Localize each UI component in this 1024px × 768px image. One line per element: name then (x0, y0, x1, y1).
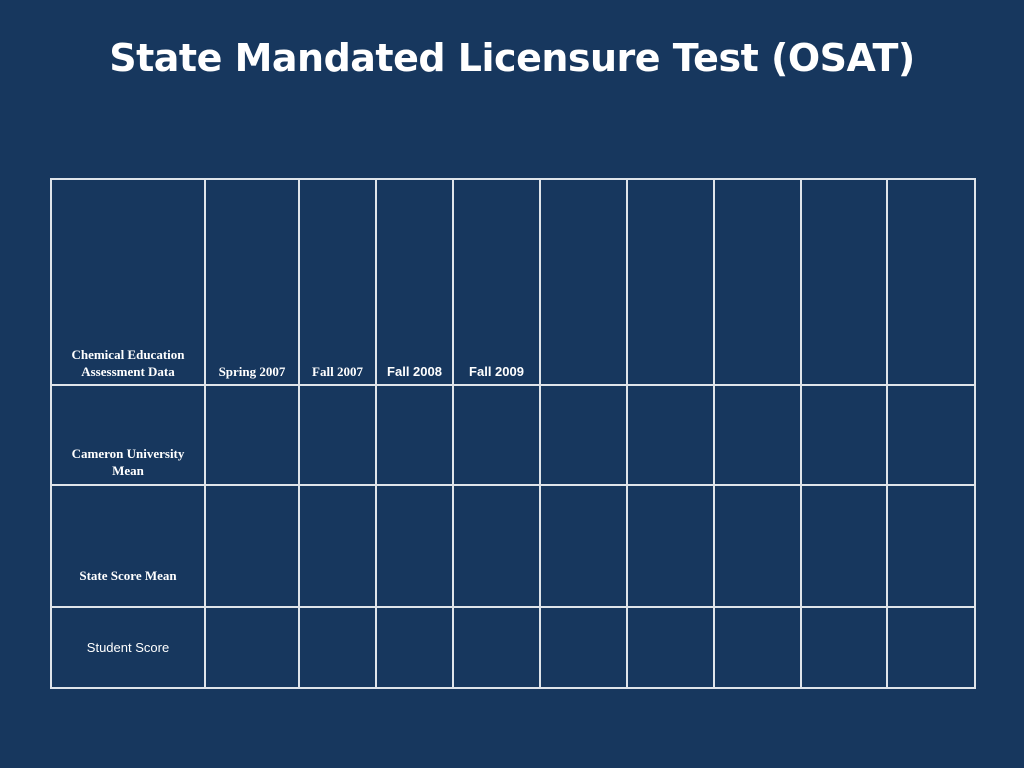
table-row: Student Score (50, 606, 976, 689)
assessment-table: Chemical Education Assessment Data Sprin… (50, 178, 976, 689)
header-cell: Fall 2008 (375, 178, 454, 386)
table-cell (452, 384, 541, 486)
header-cell (713, 178, 802, 386)
table-cell (539, 384, 628, 486)
table-header-row: Chemical Education Assessment Data Sprin… (50, 178, 976, 386)
table-cell (204, 606, 300, 689)
table-cell (204, 384, 300, 486)
table-cell (800, 384, 888, 486)
table-row: Cameron University Mean (50, 384, 976, 486)
header-cell (886, 178, 976, 386)
table-cell (452, 606, 541, 689)
table-cell (539, 606, 628, 689)
slide-title: State Mandated Licensure Test (OSAT) (109, 36, 915, 80)
table-cell (298, 484, 377, 608)
table-cell (626, 606, 715, 689)
row-label-cell: Cameron University Mean (50, 384, 206, 486)
row-label-cell: State Score Mean (50, 484, 206, 608)
header-cell (626, 178, 715, 386)
table-cell (298, 384, 377, 486)
table-cell (886, 484, 976, 608)
table-cell (800, 606, 888, 689)
header-cell: Spring 2007 (204, 178, 300, 386)
table-cell (298, 606, 377, 689)
table-cell (713, 606, 802, 689)
header-cell: Fall 2007 (298, 178, 377, 386)
header-cell (539, 178, 628, 386)
table-cell (204, 484, 300, 608)
header-cell: Fall 2009 (452, 178, 541, 386)
table-cell (452, 484, 541, 608)
table-cell (713, 484, 802, 608)
table-cell (626, 484, 715, 608)
table-cell (626, 384, 715, 486)
table-row: State Score Mean (50, 484, 976, 608)
table-cell (800, 484, 888, 608)
row-label-cell: Student Score (50, 606, 206, 689)
table-cell (375, 384, 454, 486)
table-cell (886, 606, 976, 689)
table-cell (713, 384, 802, 486)
header-cell (800, 178, 888, 386)
table-cell (886, 384, 976, 486)
table-cell (375, 484, 454, 608)
table-cell (375, 606, 454, 689)
header-label-cell: Chemical Education Assessment Data (50, 178, 206, 386)
table-cell (539, 484, 628, 608)
